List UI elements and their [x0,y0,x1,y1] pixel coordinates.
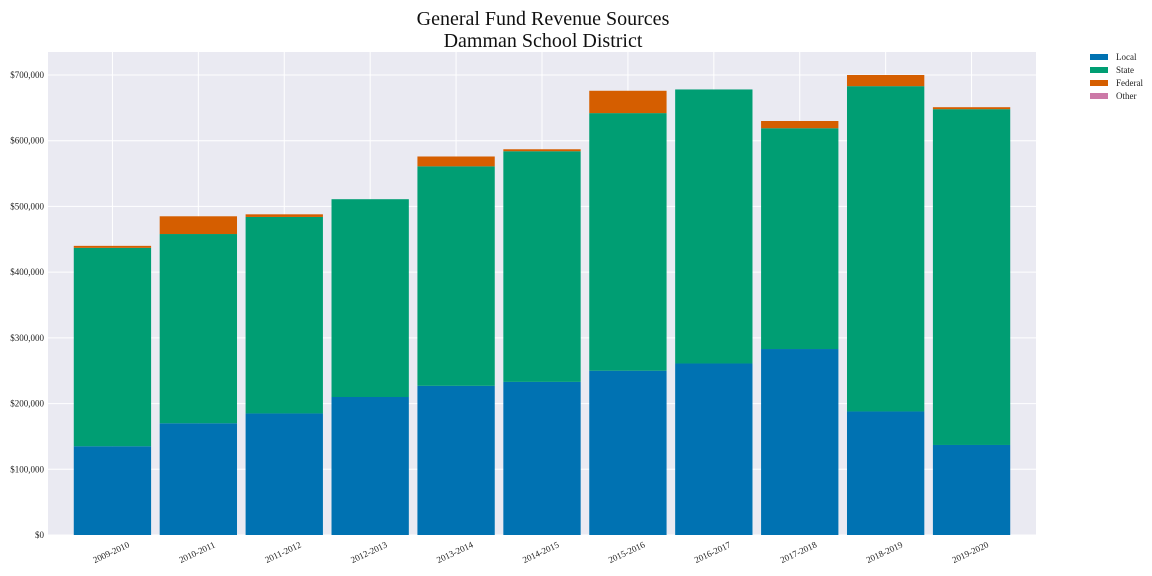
legend-swatch-local [1090,54,1108,60]
bar-federal-2015-2016 [589,90,667,114]
bar-federal-2009-2010 [73,245,152,248]
bar-state-2009-2010 [73,247,152,447]
bar-state-2018-2019 [846,86,925,412]
bar-state-2011-2012 [245,216,323,414]
x-tick-label: 2017-2018 [779,539,819,565]
bar-local-2011-2012 [245,413,323,535]
legend-label-state: State [1116,65,1134,75]
bar-state-2013-2014 [417,166,495,386]
bar-federal-2013-2014 [417,156,495,167]
bar-local-2009-2010 [73,446,152,535]
plot-area: $0 $100,000 $200,000 $300,000 $400,000 $500,0… [10,52,1036,565]
bar-state-2015-2016 [589,113,667,371]
bar-local-2013-2014 [417,385,495,535]
legend-label-federal: Federal [1116,78,1143,88]
legend-swatch-state [1090,67,1108,73]
bar-federal-2010-2011 [159,216,238,235]
bar-local-2016-2017 [675,363,753,535]
y-tick-label: $100,000 [10,464,44,474]
y-tick-label: $400,000 [10,267,44,277]
bar-local-2010-2011 [159,423,238,535]
x-tick-label: 2011-2012 [263,540,302,565]
bar-state-2012-2013 [331,199,409,397]
legend-swatch-other [1090,93,1108,99]
x-tick-label: 2012-2013 [349,539,389,565]
x-tick-label: 2018-2019 [865,539,905,565]
bar-local-2017-2018 [761,349,839,535]
x-tick-label: 2015-2016 [607,539,647,565]
bar-local-2019-2020 [932,444,1011,535]
y-tick-label: $0 [35,530,45,540]
bar-federal-2019-2020 [932,107,1011,110]
bar-federal-2018-2019 [846,75,925,87]
bar-federal-2011-2012 [245,214,323,217]
x-tick-label: 2009-2010 [91,539,131,565]
x-tick-label: 2010-2011 [177,540,216,565]
bar-state-2017-2018 [761,128,839,350]
y-tick-label: $200,000 [10,399,44,409]
x-tick-label: 2014-2015 [521,539,561,565]
legend-swatch-federal [1090,80,1108,86]
bar-local-2014-2015 [503,381,581,535]
y-tick-label: $300,000 [10,333,44,343]
chart-title: General Fund Revenue Sources [417,8,670,30]
y-tick-label: $600,000 [10,136,44,146]
y-tick-label: $500,000 [10,201,44,211]
bar-state-2014-2015 [503,151,581,382]
x-tick-label: 2016-2017 [693,539,733,565]
bar-federal-2017-2018 [761,121,839,129]
y-tick-label: $700,000 [10,70,44,80]
bar-state-2010-2011 [159,234,238,424]
legend: Local State Federal Other [1090,52,1143,101]
bar-local-2012-2013 [331,397,409,535]
bar-federal-2014-2015 [503,149,581,152]
bar-local-2018-2019 [846,411,925,535]
legend-label-local: Local [1116,52,1137,62]
legend-label-other: Other [1116,91,1137,101]
bar-state-2016-2017 [675,89,753,364]
chart-subtitle: Damman School District [444,30,643,52]
bar-state-2019-2020 [932,109,1011,445]
x-tick-label: 2019-2020 [951,539,991,565]
x-tick-label: 2013-2014 [435,539,475,565]
bar-local-2015-2016 [589,370,667,535]
